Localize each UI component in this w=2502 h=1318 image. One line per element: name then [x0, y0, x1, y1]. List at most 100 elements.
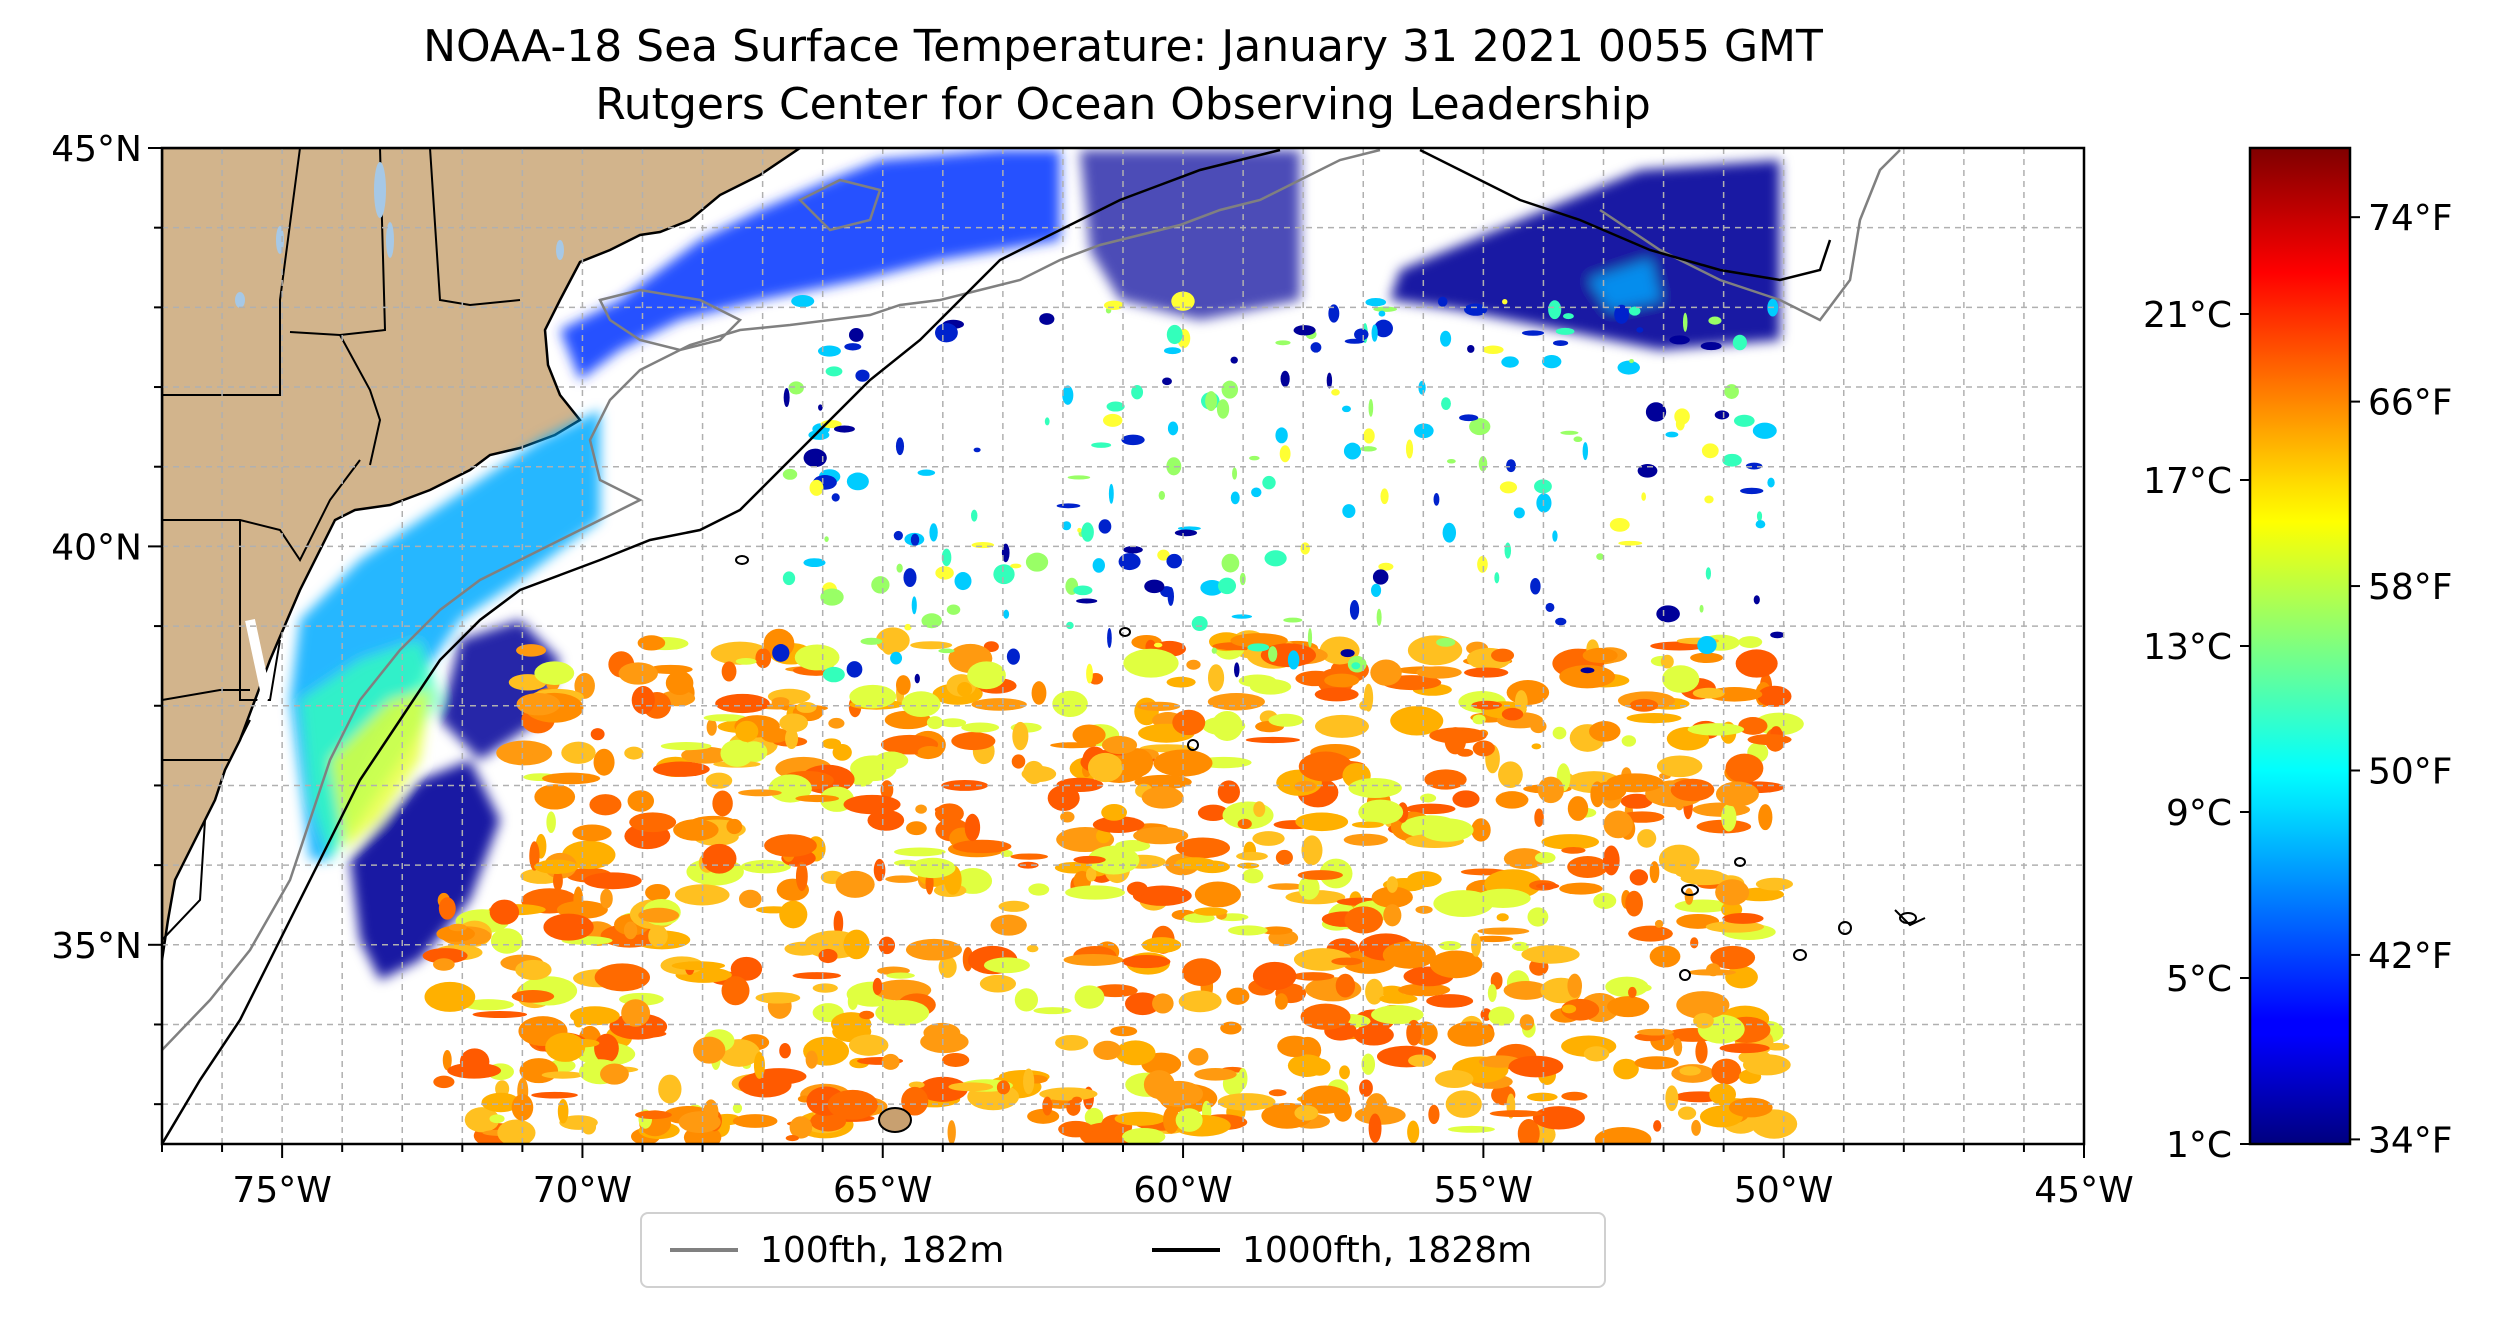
sst-patch [732, 1114, 778, 1128]
sst-patch [1268, 713, 1304, 727]
sst-patch [1172, 709, 1206, 736]
sst-patch [1508, 1055, 1564, 1078]
sst-patch [1101, 735, 1138, 755]
sst-patch [1559, 882, 1603, 895]
sst-patch [1626, 713, 1682, 724]
sst-patch [735, 658, 757, 665]
sst-patch [553, 870, 563, 891]
sst-patch [893, 530, 903, 541]
sst-patch [1692, 687, 1725, 699]
sst-patch [1107, 627, 1112, 648]
sst-patch [1472, 740, 1495, 757]
sst-patch [1328, 304, 1340, 323]
sst-patch [947, 1120, 956, 1144]
sst-patch [583, 872, 642, 890]
sst-patch [674, 884, 730, 906]
sst-patch [847, 993, 858, 1010]
sst-patch [1753, 1028, 1765, 1035]
sst-patch [1670, 778, 1715, 802]
sst-patch [1144, 579, 1165, 594]
sst-patch [1167, 421, 1179, 436]
colorbar-fahrenheit-label: 34°F [2368, 1120, 2453, 1161]
sst-patch [1067, 475, 1091, 480]
sst-patch [1302, 755, 1346, 771]
sst-patch [1715, 781, 1759, 807]
sst-patch [783, 388, 790, 408]
sst-patch [1166, 553, 1183, 569]
sst-patch [948, 1082, 994, 1092]
sst-patch [1596, 553, 1604, 560]
sst-patch [1636, 1028, 1675, 1036]
sst-patch [1197, 804, 1229, 822]
sst-patch [1625, 890, 1643, 917]
sst-patch [1517, 1118, 1540, 1144]
sst-patch [1629, 359, 1634, 364]
sst-patch [1499, 481, 1518, 494]
sst-patch [472, 1011, 528, 1018]
sst-patch [1319, 636, 1360, 665]
sst-patch [1062, 385, 1074, 405]
sst-patch [1131, 385, 1144, 400]
sst-patch [1275, 427, 1288, 444]
sst-patch [934, 803, 964, 824]
state-borders [162, 148, 521, 941]
sst-patch [771, 697, 790, 707]
sst-patch [910, 641, 953, 650]
sst-patch [1201, 716, 1246, 736]
sst-patch [1628, 986, 1637, 999]
sst-patch [1634, 1056, 1679, 1070]
sst-patch [1175, 837, 1231, 859]
sst-patch [1697, 635, 1717, 655]
sst-patch [1527, 907, 1549, 927]
sst-patch [730, 956, 763, 981]
sst-patch [809, 479, 824, 496]
sst-patch [1315, 714, 1369, 738]
sst-patch [1340, 649, 1355, 658]
sst-patch [792, 972, 842, 980]
sst-patch [546, 811, 556, 834]
sst-patch [850, 755, 897, 782]
sst-patch [1724, 384, 1739, 399]
sst-patch [1629, 698, 1659, 712]
sst-patch [648, 664, 693, 674]
colorbar-celsius-label: 13°C [2143, 627, 2232, 668]
sst-patch [935, 566, 954, 580]
sst-patch [1545, 602, 1555, 612]
sst-patch [1268, 1089, 1287, 1097]
sst-patch [1331, 388, 1340, 396]
sst-patch [914, 673, 920, 684]
sst-patch [1738, 636, 1763, 648]
sst-patch [1291, 972, 1335, 981]
sst-patch [1370, 659, 1402, 686]
sst-patch [1767, 477, 1775, 488]
sst-patch [1383, 904, 1402, 927]
sst-patch [1194, 1068, 1237, 1081]
sst-patch [1658, 844, 1700, 875]
sst-patch [1728, 1097, 1773, 1118]
sst-patch [1754, 712, 1804, 736]
sst-patch [859, 1010, 875, 1020]
sst-patch [1406, 1019, 1422, 1046]
sst-patch [693, 1036, 726, 1064]
sst-patch [1003, 609, 1010, 619]
sst-patch [1331, 957, 1363, 966]
sst-patch [1477, 556, 1488, 573]
sst-patch [1293, 948, 1352, 971]
sst-patch [541, 1071, 584, 1079]
sst-patch [796, 702, 817, 713]
sst-patch [1207, 664, 1225, 692]
sst-patch [1194, 881, 1241, 908]
legend-label-1000fth: 1000fth, 1828m [1242, 1229, 1533, 1271]
sst-patch [979, 974, 1017, 993]
sst-patch [1414, 423, 1434, 439]
sst-patch [946, 604, 961, 615]
sst-patch [424, 981, 476, 1012]
sst-patch [1079, 1122, 1135, 1144]
sst-patch [1121, 748, 1154, 777]
sst-patch [1351, 821, 1384, 829]
sst-patch [908, 1081, 925, 1089]
sst-patch [648, 925, 668, 948]
sst-patch [1590, 781, 1605, 808]
sst-patch [433, 1075, 455, 1089]
sst-patch [1092, 816, 1145, 833]
